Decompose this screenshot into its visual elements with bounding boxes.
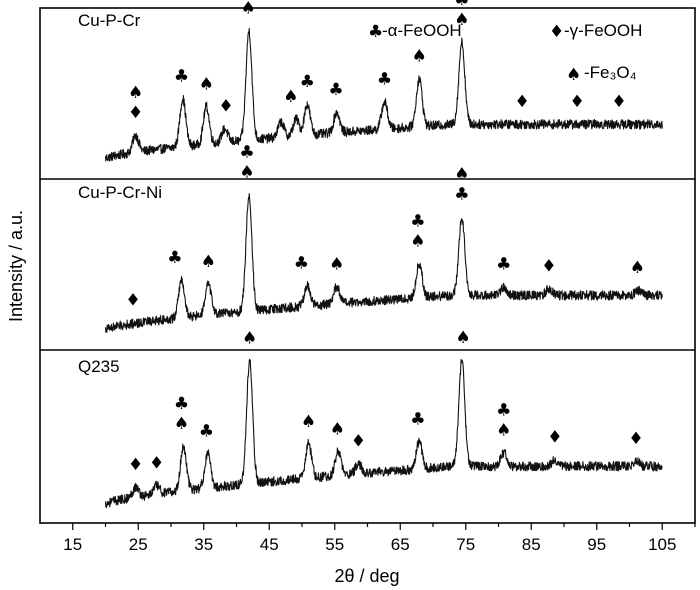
spade-peak-marker: ♠	[128, 83, 143, 103]
club-peak-marker: ♣	[496, 255, 511, 275]
x-tick-label: 55	[325, 535, 344, 554]
spade-peak-marker: ♠	[330, 419, 345, 439]
x-tick-label: 75	[456, 535, 475, 554]
xrd-trace-0	[104, 27, 663, 162]
spade-peak-marker: ♠	[174, 414, 189, 434]
diamond-peak-marker: ♦	[218, 97, 233, 117]
xrd-traces	[104, 27, 663, 509]
spade-peak-marker: ♠	[454, 10, 469, 30]
spade-peak-marker: ♠	[412, 47, 427, 67]
club-peak-marker: ♣	[300, 72, 315, 92]
club-peak-marker: ♣	[496, 401, 511, 421]
diamond-peak-marker: ♦	[514, 92, 529, 112]
diamond-peak-marker: ♦	[128, 103, 143, 123]
y-axis-label: Intensity / a.u.	[6, 210, 26, 322]
spade-peak-marker: ♠	[242, 328, 257, 348]
spade-peak-marker: ♠	[241, 0, 256, 19]
spade-peak-marker: ♠	[301, 412, 316, 432]
diamond-peak-marker: ♦	[149, 453, 164, 473]
legend-spade-symbol: ♠	[566, 65, 581, 85]
x-tick-label: 45	[260, 535, 279, 554]
spade-peak-marker: ♠	[199, 74, 214, 94]
club-peak-marker: ♣	[294, 254, 309, 274]
legend-label-alpha-feooh: -α-FeOOH	[382, 21, 462, 40]
diamond-peak-marker: ♦	[125, 291, 140, 311]
club-peak-marker: ♣	[174, 394, 189, 414]
panel-label-q235: Q235	[78, 357, 120, 376]
club-peak-marker: ♣	[174, 67, 189, 87]
x-tick-label: 15	[63, 535, 82, 554]
xrd-trace-1	[104, 193, 663, 333]
panel-label-cu-p-cr: Cu-P-Cr	[78, 11, 141, 30]
x-tick-label: 35	[194, 535, 213, 554]
club-peak-marker: ♣	[454, 185, 469, 205]
spade-peak-marker: ♠	[239, 163, 254, 183]
xrd-trace-2	[104, 358, 663, 509]
club-peak-marker: ♣	[454, 0, 469, 10]
x-tick-label: 105	[648, 535, 676, 554]
diamond-peak-marker: ♦	[351, 431, 366, 451]
spade-peak-marker: ♠	[456, 328, 471, 348]
x-axis-ticks: 15 25 35 45 55 65 75 85 95 105	[63, 523, 696, 554]
x-tick-label: 25	[129, 535, 148, 554]
x-tick-label: 65	[391, 535, 410, 554]
diamond-peak-marker: ♦	[569, 92, 584, 112]
club-peak-marker: ♣	[199, 422, 214, 442]
spade-peak-marker: ♠	[454, 165, 469, 185]
diamond-peak-marker: ♦	[628, 429, 643, 449]
diamond-peak-marker: ♦	[547, 427, 562, 447]
x-axis-label: 2θ / deg	[334, 566, 399, 586]
club-peak-marker: ♣	[410, 409, 425, 429]
spade-peak-marker: ♠	[630, 258, 645, 278]
legend: ♣ -α-FeOOH ♦ -γ-FeOOH ♠ -Fe₃O₄	[368, 21, 642, 85]
club-peak-marker: ♣	[377, 70, 392, 90]
club-peak-marker: ♣	[167, 248, 182, 268]
diamond-peak-marker: ♦	[541, 256, 556, 276]
legend-label-fe3o4: -Fe₃O₄	[584, 63, 637, 82]
diamond-peak-marker: ♦	[611, 92, 626, 112]
legend-label-gamma-feooh: -γ-FeOOH	[564, 21, 642, 40]
spade-peak-marker: ♠	[329, 255, 344, 275]
diamond-peak-marker: ♦	[128, 455, 143, 475]
spade-peak-marker: ♠	[410, 231, 425, 251]
spade-peak-marker: ♠	[283, 87, 298, 107]
peak-markers: ♦♠♣♠♦♠♣♠♣♣♣♠♠♣♦♦♦♦♣♠♠♣♣♠♠♣♣♠♣♦♠♦♦♠♣♣♠♠♠♦…	[125, 0, 645, 475]
spade-peak-marker: ♠	[496, 421, 511, 441]
club-peak-marker: ♣	[328, 80, 343, 100]
club-peak-marker: ♣	[239, 143, 254, 163]
x-tick-label: 85	[522, 535, 541, 554]
legend-club-symbol: ♣	[368, 22, 383, 42]
spade-peak-marker: ♠	[201, 252, 216, 272]
club-peak-marker: ♣	[410, 211, 425, 231]
legend-diamond-symbol: ♦	[549, 22, 564, 42]
x-tick-label: 95	[587, 535, 606, 554]
panel-label-cu-p-cr-ni: Cu-P-Cr-Ni	[78, 183, 162, 202]
